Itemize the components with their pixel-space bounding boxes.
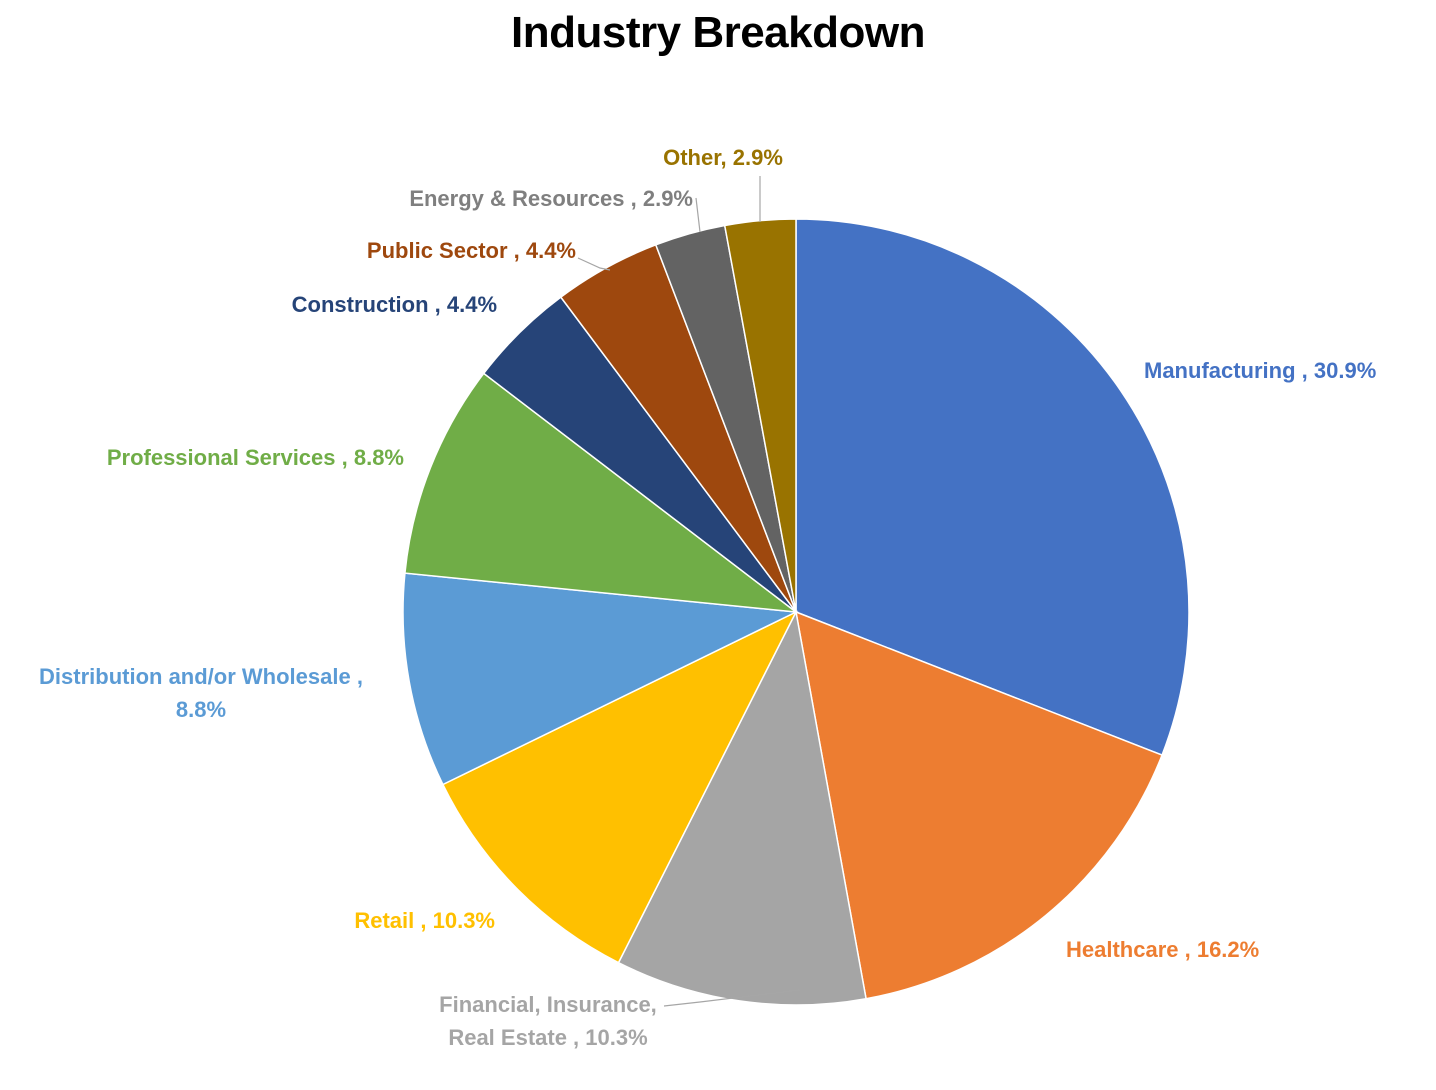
- data-label-distribution-and-or-wholesale: Distribution and/or Wholesale , 8.8%: [39, 664, 363, 722]
- leader-line-financial-insurance-real-estate: [663, 989, 801, 1007]
- data-label-retail: Retail , 10.3%: [354, 908, 495, 933]
- data-label-public-sector: Public Sector , 4.4%: [367, 238, 576, 263]
- pie-slice-retail: [441, 610, 798, 964]
- data-label-construction: Construction , 4.4%: [292, 292, 497, 317]
- leader-line-energy-resources: [695, 197, 701, 233]
- data-label-other: Other, 2.9%: [663, 145, 783, 170]
- pie-slice-healthcare: [795, 610, 1164, 1000]
- leader-line-public-sector: [577, 257, 611, 271]
- data-label-energy-resources: Energy & Resources , 2.9%: [409, 186, 693, 211]
- pie-slice-distribution-and-or-wholesale: [402, 572, 799, 786]
- chart-title: Industry Breakdown: [511, 8, 925, 57]
- pie-slice-financial-insurance-real-estate: [617, 609, 867, 1006]
- pie-slice-professional-services: [404, 372, 799, 614]
- data-label-professional-services: Professional Services , 8.8%: [107, 445, 404, 470]
- pie-slice-manufacturing: [795, 218, 1190, 757]
- data-label-healthcare: Healthcare , 16.2%: [1066, 937, 1259, 962]
- data-label-financial-insurance-real-estate: Financial, Insurance, Real Estate , 10.3%: [439, 992, 657, 1050]
- data-label-manufacturing: Manufacturing , 30.9%: [1144, 358, 1376, 383]
